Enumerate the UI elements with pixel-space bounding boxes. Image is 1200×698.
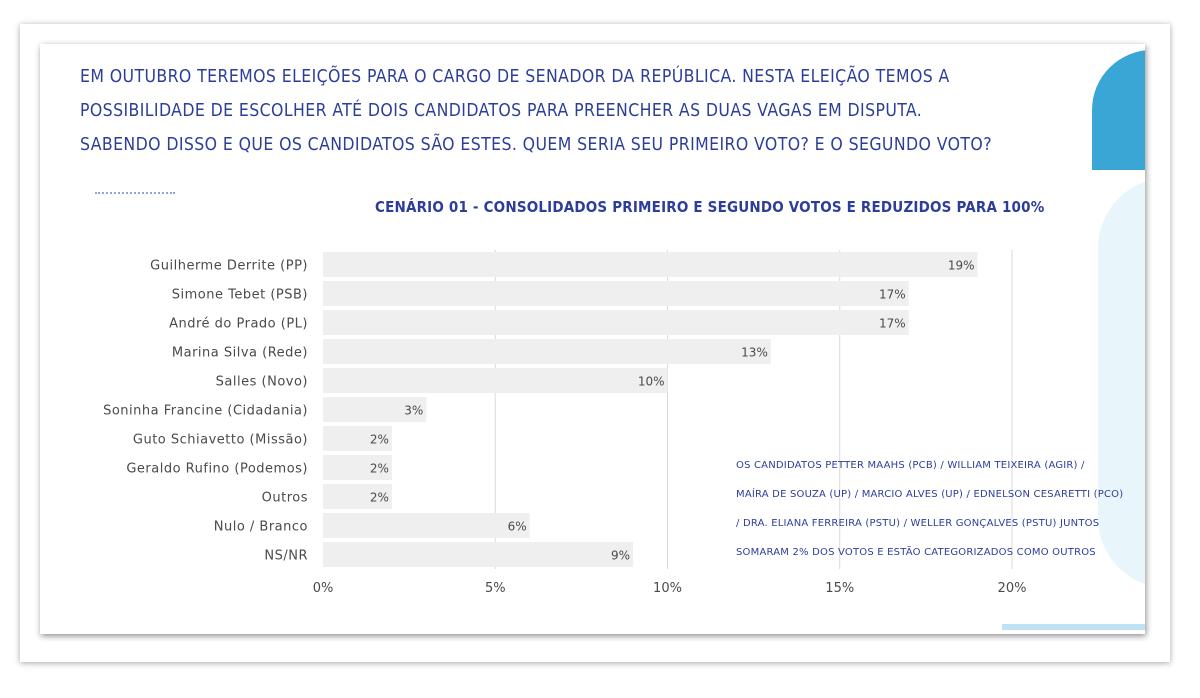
value-label: 17% bbox=[879, 288, 906, 302]
category-label: Guilherme Derrite (PP) bbox=[150, 259, 308, 274]
category-label: Soninha Francine (Cidadania) bbox=[103, 404, 308, 419]
question-line: SABENDO DISSO E QUE OS CANDIDATOS SÃO ES… bbox=[80, 135, 992, 155]
x-tick-label: 5% bbox=[485, 581, 506, 596]
category-label: Outros bbox=[262, 491, 308, 506]
category-label: NS/NR bbox=[264, 549, 308, 564]
x-tick-label: 15% bbox=[825, 581, 854, 596]
question-line: EM OUTUBRO TEREMOS ELEIÇÕES PARA O CARGO… bbox=[80, 67, 950, 87]
category-label: Nulo / Branco bbox=[214, 520, 308, 535]
footnote-line: / DRA. ELIANA FERREIRA (PSTU) / WELLER G… bbox=[736, 518, 1100, 529]
x-tick-label: 20% bbox=[998, 581, 1027, 596]
bar bbox=[323, 252, 978, 277]
bar bbox=[323, 310, 909, 335]
footnote-line: SOMARAM 2% DOS VOTOS E ESTÃO CATEGORIZAD… bbox=[736, 547, 1096, 558]
category-label: Salles (Novo) bbox=[216, 375, 308, 390]
value-label: 2% bbox=[370, 462, 389, 476]
value-label: 2% bbox=[370, 433, 389, 447]
x-tick-label: 10% bbox=[653, 581, 682, 596]
x-tick-label: 0% bbox=[313, 581, 334, 596]
category-label: André do Prado (PL) bbox=[169, 317, 308, 332]
bar bbox=[323, 426, 392, 451]
value-label: 19% bbox=[948, 259, 975, 273]
bar bbox=[323, 397, 427, 422]
value-label: 17% bbox=[879, 317, 906, 331]
dotted-divider bbox=[95, 192, 175, 194]
bar bbox=[323, 455, 392, 480]
bar bbox=[323, 513, 530, 538]
value-label: 9% bbox=[611, 549, 630, 563]
value-label: 13% bbox=[741, 346, 768, 360]
decorative-shape-light bbox=[1098, 178, 1145, 588]
decorative-bar bbox=[1002, 624, 1145, 630]
question-line: POSSIBILIDADE DE ESCOLHER ATÉ DOIS CANDI… bbox=[80, 101, 923, 121]
category-label: Marina Silva (Rede) bbox=[172, 346, 308, 361]
survey-question: EM OUTUBRO TEREMOS ELEIÇÕES PARA O CARGO… bbox=[80, 60, 992, 162]
category-label: Guto Schiavetto (Missão) bbox=[133, 433, 308, 448]
others-footnote: OS CANDIDATOS PETTER MAAHS (PCB) / WILLI… bbox=[736, 451, 1124, 567]
category-label: Simone Tebet (PSB) bbox=[172, 288, 308, 303]
bar bbox=[323, 484, 392, 509]
value-label: 3% bbox=[404, 404, 423, 418]
value-label: 6% bbox=[508, 520, 527, 534]
footnote-line: OS CANDIDATOS PETTER MAAHS (PCB) / WILLI… bbox=[736, 460, 1085, 471]
chart-title: CENÁRIO 01 - CONSOLIDADOS PRIMEIRO E SEG… bbox=[375, 198, 1045, 216]
footnote-line: MAÍRA DE SOUZA (UP) / MARCIO ALVES (UP) … bbox=[736, 489, 1124, 500]
bar bbox=[323, 281, 909, 306]
bar bbox=[323, 542, 634, 567]
bar bbox=[323, 339, 771, 364]
value-label: 2% bbox=[370, 491, 389, 505]
value-label: 10% bbox=[638, 375, 665, 389]
category-label: Geraldo Rufino (Podemos) bbox=[126, 462, 308, 477]
bar bbox=[323, 368, 668, 393]
